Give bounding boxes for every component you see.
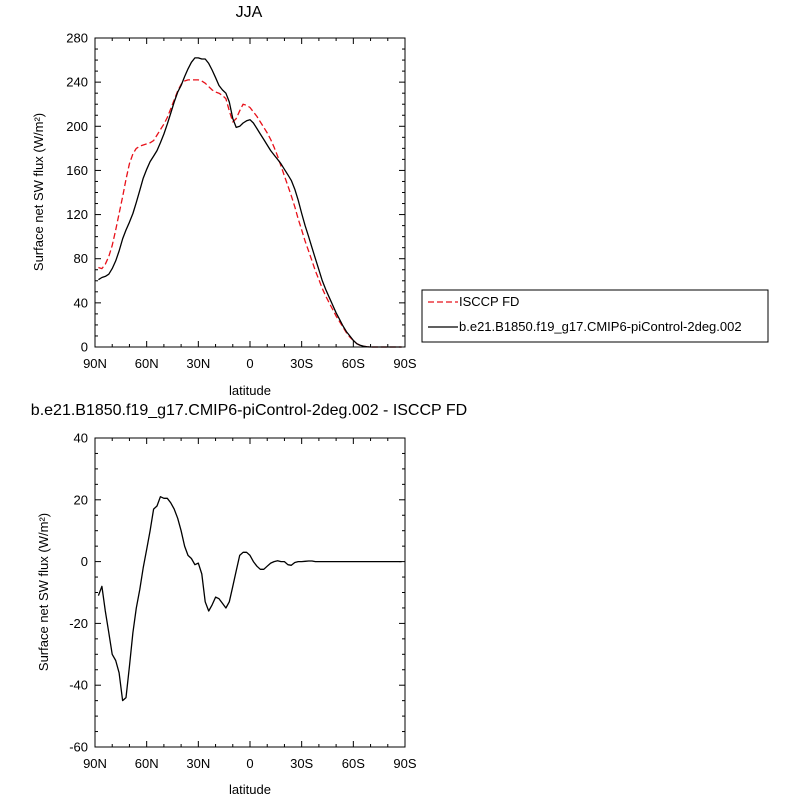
y-tick-label: 80 bbox=[74, 251, 88, 266]
panel-top-series bbox=[98, 57, 402, 348]
series-line-top-1 bbox=[98, 57, 402, 348]
panel-top-x-axis-label: latitude bbox=[229, 383, 271, 398]
y-tick-label: 20 bbox=[74, 492, 88, 507]
panel-top-x-tick-labels: 90N 60N 30N 0 30S 60S 90S bbox=[83, 356, 417, 371]
panel-top-y-tick-labels: 0 40 80 120 160 200 240 280 bbox=[66, 31, 88, 355]
x-tick-label: 30N bbox=[186, 756, 210, 771]
panel-bottom-ticks bbox=[94, 437, 406, 748]
y-tick-label: 0 bbox=[81, 340, 88, 355]
x-tick-label: 60S bbox=[342, 756, 365, 771]
y-tick-label: -60 bbox=[69, 740, 88, 755]
x-tick-label: 30N bbox=[186, 356, 210, 371]
panel-top-title: JJA bbox=[236, 4, 263, 21]
panel-bottom-frame bbox=[94, 437, 406, 748]
panel-bottom: b.e21.B1850.f19_g17.CMIP6-piControl-2deg… bbox=[31, 402, 467, 797]
y-tick-label: -20 bbox=[69, 616, 88, 631]
y-tick-label: 200 bbox=[66, 119, 88, 134]
y-tick-label: 120 bbox=[66, 207, 88, 222]
panel-bottom-y-tick-labels: -60 -40 -20 0 20 40 bbox=[69, 431, 88, 755]
series-line-bottom-0 bbox=[97, 496, 402, 702]
x-tick-label: 90N bbox=[83, 356, 107, 371]
x-tick-label: 0 bbox=[246, 756, 253, 771]
panel-top-frame bbox=[94, 37, 406, 348]
panel-top: JJA 0 40 80 120 160 200 240 280 90N 60N 30N 0 30S 60… bbox=[31, 4, 769, 398]
y-tick-label: 40 bbox=[74, 431, 88, 446]
x-tick-label: 90S bbox=[393, 356, 416, 371]
x-tick-label: 60S bbox=[342, 356, 365, 371]
y-tick-label: 40 bbox=[74, 295, 88, 310]
y-tick-label: 240 bbox=[66, 75, 88, 90]
x-tick-label: 90N bbox=[83, 756, 107, 771]
x-tick-label: 60N bbox=[135, 756, 159, 771]
y-tick-label: 0 bbox=[81, 554, 88, 569]
y-tick-label: 280 bbox=[66, 31, 88, 46]
x-tick-label: 60N bbox=[135, 356, 159, 371]
panel-bottom-x-tick-labels: 90N 60N 30N 0 30S 60S 90S bbox=[83, 756, 417, 771]
x-tick-label: 30S bbox=[290, 756, 313, 771]
panel-top-y-axis-label: Surface net SW flux (W/m²) bbox=[31, 113, 46, 271]
panel-top-ticks bbox=[94, 37, 406, 348]
panel-bottom-series bbox=[97, 496, 402, 702]
panel-bottom-x-axis-label: latitude bbox=[229, 782, 271, 797]
legend-label-isccp: ISCCP FD bbox=[459, 294, 519, 309]
legend-box bbox=[421, 289, 769, 343]
panel-bottom-y-axis-label: Surface net SW flux (W/m²) bbox=[36, 513, 51, 671]
panel-bottom-title: b.e21.B1850.f19_g17.CMIP6-piControl-2deg… bbox=[31, 402, 467, 419]
y-tick-label: 160 bbox=[66, 163, 88, 178]
x-tick-label: 90S bbox=[393, 756, 416, 771]
legend-label-model: b.e21.B1850.f19_g17.CMIP6-piControl-2deg… bbox=[459, 319, 742, 334]
y-tick-label: -40 bbox=[69, 678, 88, 693]
legend: ISCCP FD b.e21.B1850.f19_g17.CMIP6-piCon… bbox=[421, 289, 769, 343]
x-tick-label: 30S bbox=[290, 356, 313, 371]
x-tick-label: 0 bbox=[246, 356, 253, 371]
